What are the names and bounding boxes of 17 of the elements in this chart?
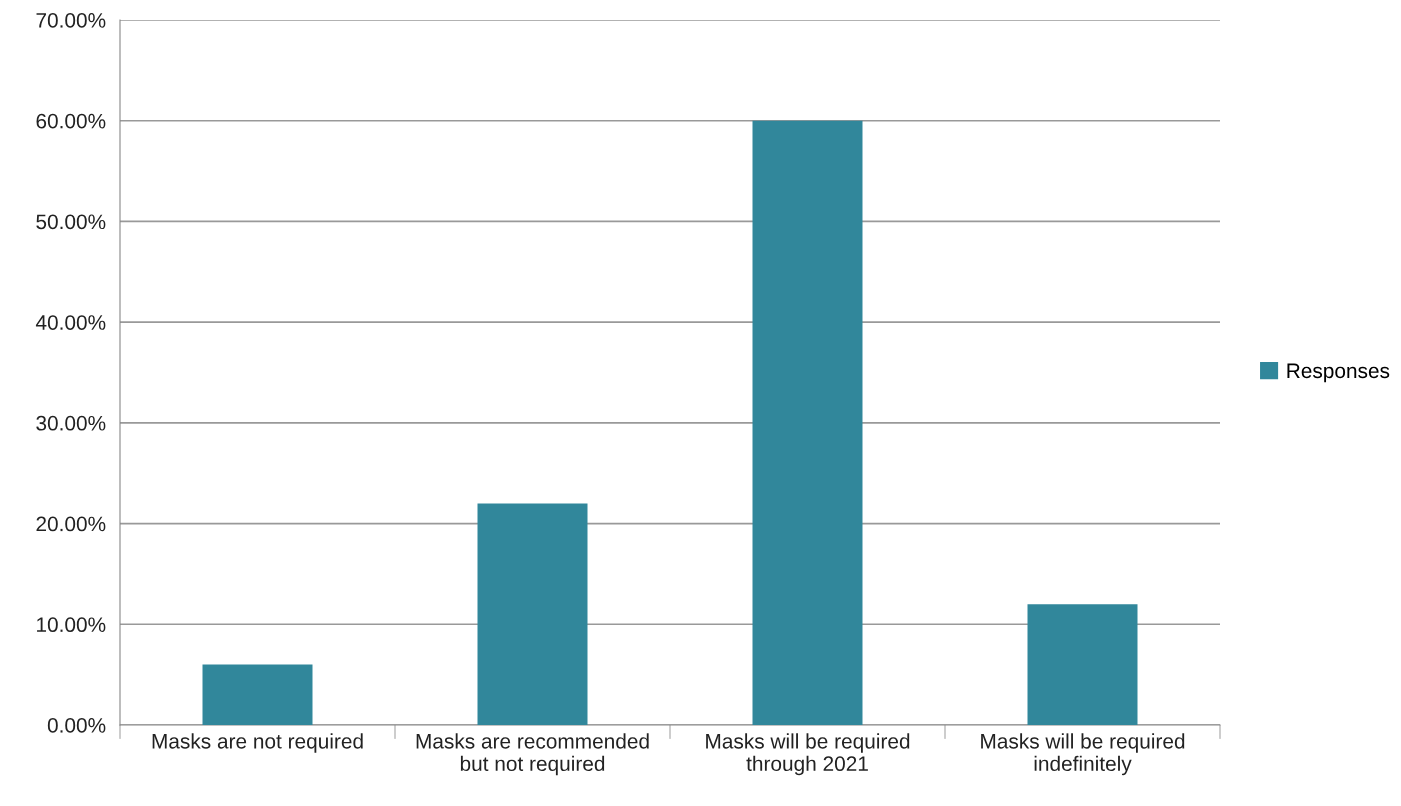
x-tick-label: Masks will be required indefinitely xyxy=(981,733,1185,776)
bar xyxy=(1027,604,1138,725)
x-tick-label: Masks are not required xyxy=(152,733,363,753)
x-tick-label: Masks will be required through 2021 xyxy=(706,733,910,776)
bar xyxy=(202,664,313,725)
legend-label: Responses xyxy=(1287,363,1390,383)
y-tick-label: 30.00% xyxy=(36,415,106,431)
y-tick-label: 0.00% xyxy=(47,718,106,733)
bar xyxy=(477,503,588,725)
y-tick-label: 50.00% xyxy=(36,214,106,230)
x-tick-label: Masks are recommended but not required xyxy=(416,733,649,776)
y-tick-label: 40.00% xyxy=(35,315,106,330)
y-tick-label: 10.00% xyxy=(37,617,106,633)
y-tick-label: 60.00% xyxy=(36,113,106,129)
y-tick-label: 70.00% xyxy=(36,13,106,28)
bar xyxy=(752,120,863,725)
y-tick-label: 20.00% xyxy=(36,516,106,532)
